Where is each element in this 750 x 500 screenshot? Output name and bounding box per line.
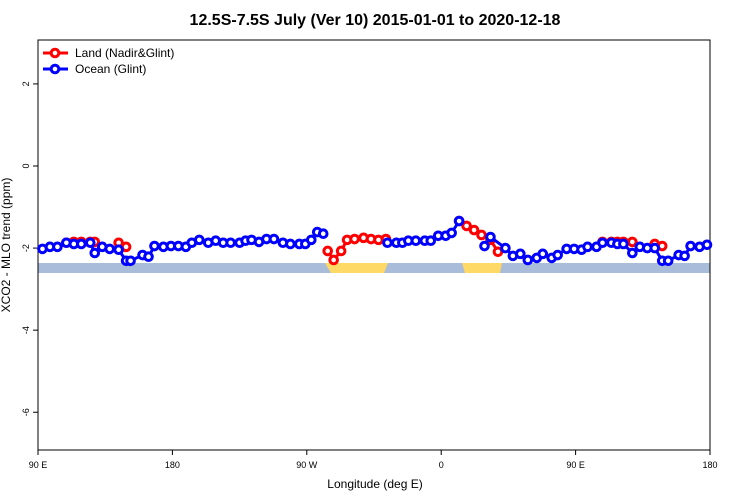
data-point: [679, 250, 690, 262]
data-point: [317, 228, 329, 240]
data-point: [597, 237, 608, 249]
data-point: [225, 237, 236, 249]
x-tick-label: 0: [439, 460, 444, 470]
data-point: [476, 229, 487, 241]
data-point: [52, 241, 63, 253]
y-tick-label: 2: [21, 81, 31, 86]
data-point: [468, 224, 480, 236]
chart-title: 12.5S-7.5S July (Ver 10) 2015-01-01 to 2…: [190, 12, 561, 29]
data-point: [618, 238, 629, 250]
data-point: [425, 235, 437, 246]
data-point: [113, 244, 124, 256]
x-tick-label: 90 W: [296, 460, 318, 470]
data-point: [76, 238, 87, 250]
legend-label: Ocean (Glint): [75, 62, 146, 76]
data-point: [143, 251, 154, 262]
x-axis-label: Longitude (deg E): [327, 477, 422, 491]
data-point: [701, 239, 713, 251]
data-point: [479, 240, 490, 252]
data-point: [552, 249, 563, 261]
data-point: [485, 231, 496, 243]
data-point: [285, 238, 296, 250]
data-point: [335, 245, 347, 257]
land-band: [462, 263, 502, 273]
data-point: [104, 243, 115, 255]
y-axis-label: XCO2 - MLO trend (ppm): [0, 178, 13, 313]
data-point: [84, 237, 96, 249]
data-point: [649, 242, 661, 254]
data-point: [685, 240, 696, 252]
land-ocean-band: [38, 263, 710, 273]
x-tick-label: 180: [165, 460, 180, 470]
data-point: [515, 248, 526, 260]
data-point: [305, 234, 317, 246]
data-point: [522, 254, 534, 266]
y-tick-label: -2: [21, 244, 31, 252]
legend-marker: [49, 47, 61, 59]
legend-marker: [49, 63, 61, 75]
land-band: [325, 263, 388, 273]
data-point: [627, 247, 638, 259]
data-point: [537, 248, 549, 260]
data-point: [627, 236, 638, 248]
y-tick-label: -4: [21, 326, 31, 334]
data-point: [149, 240, 160, 252]
data-point: [193, 234, 205, 246]
data-point: [446, 227, 457, 239]
legend-label: Land (Nadir&Glint): [75, 46, 174, 60]
data-point: [268, 233, 280, 245]
y-tick-label: 0: [21, 163, 31, 168]
data-point: [662, 255, 674, 267]
data-point: [410, 235, 422, 246]
data-point: [328, 254, 339, 266]
data-point: [453, 215, 465, 227]
data-point: [582, 241, 593, 253]
data-point: [125, 255, 136, 267]
data-point: [500, 242, 511, 254]
y-tick-label: -6: [21, 408, 31, 416]
x-tick-label: 180: [702, 460, 717, 470]
x-tick-label: 90 E: [566, 460, 585, 470]
data-point: [349, 233, 360, 245]
x-tick-label: 90 E: [29, 460, 48, 470]
data-point: [89, 247, 101, 259]
data-point: [382, 237, 393, 249]
data-point: [461, 220, 472, 232]
data-point: [322, 245, 334, 257]
